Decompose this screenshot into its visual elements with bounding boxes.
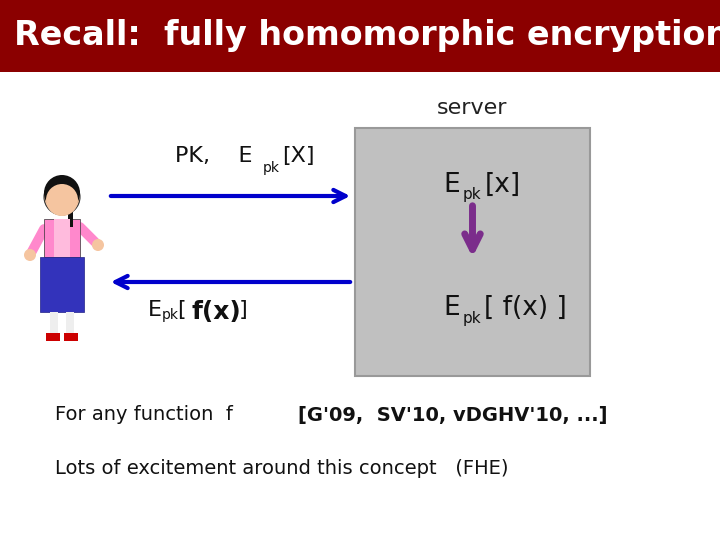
Text: [: [ (178, 300, 194, 320)
Circle shape (44, 175, 80, 211)
Bar (50, 312, 58, 334)
Text: [X]: [X] (282, 146, 315, 166)
Bar (66, 312, 74, 334)
Circle shape (46, 184, 78, 216)
Bar (44, 219, 80, 257)
Bar (0, 0, 720, 72)
Bar (68, 197, 73, 227)
Text: pk: pk (263, 161, 280, 175)
Text: PK,    E: PK, E (175, 146, 253, 166)
Circle shape (92, 239, 104, 251)
Bar (355, 128, 590, 376)
Text: Recall:  fully homomorphic encryption: Recall: fully homomorphic encryption (14, 19, 720, 52)
Text: [ f(x) ]: [ f(x) ] (485, 295, 567, 321)
Bar (40, 257, 84, 312)
Text: [G'09,  SV'10, vDGHV'10, ...]: [G'09, SV'10, vDGHV'10, ...] (298, 406, 608, 424)
Text: Lots of excitement around this concept   (FHE): Lots of excitement around this concept (… (55, 458, 508, 477)
Text: [x]: [x] (485, 172, 521, 198)
Text: pk: pk (462, 187, 481, 202)
Text: pk: pk (462, 310, 481, 326)
Bar (54, 219, 70, 257)
Text: For any function  f: For any function f (55, 406, 233, 424)
Circle shape (24, 249, 36, 261)
Circle shape (44, 179, 80, 215)
Text: E: E (444, 295, 461, 321)
Text: f(x): f(x) (192, 300, 242, 324)
Text: ]: ] (232, 300, 248, 320)
Text: server: server (437, 98, 508, 118)
Text: E: E (148, 300, 162, 320)
Text: pk: pk (162, 308, 179, 322)
Bar (46, 333, 60, 341)
Text: E: E (444, 172, 461, 198)
Bar (64, 333, 78, 341)
